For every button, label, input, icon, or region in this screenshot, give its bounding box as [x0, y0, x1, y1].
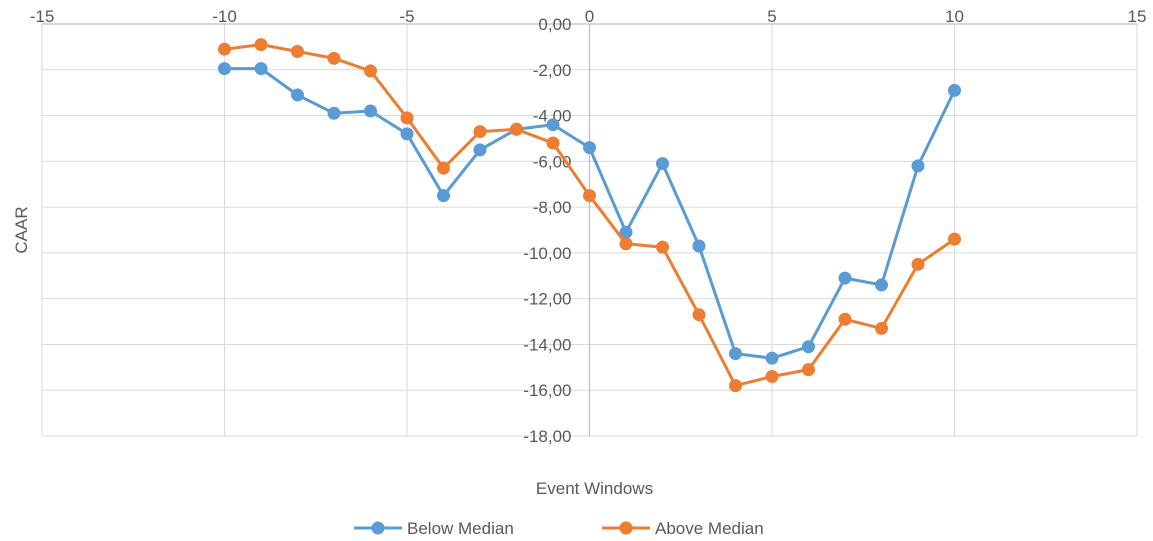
legend-label: Above Median	[655, 519, 764, 538]
data-point	[619, 237, 633, 251]
data-point	[546, 136, 560, 150]
x-tick-label: 10	[945, 7, 964, 26]
data-point	[364, 104, 377, 118]
data-point	[437, 161, 450, 175]
data-point	[729, 379, 742, 393]
data-point	[218, 62, 231, 76]
data-point	[838, 312, 852, 326]
x-tick-label: 5	[767, 7, 776, 26]
data-point	[437, 189, 450, 203]
data-point	[656, 157, 669, 171]
y-tick-label: -16,00	[523, 381, 571, 400]
data-point	[327, 51, 341, 65]
data-point	[838, 271, 852, 285]
x-tick-label: 0	[585, 7, 594, 26]
y-tick-label: -8,00	[533, 198, 572, 217]
data-point	[583, 141, 596, 155]
data-point	[948, 232, 961, 246]
data-point	[400, 127, 414, 141]
legend-marker	[371, 521, 385, 535]
data-point	[729, 347, 742, 361]
data-point	[583, 189, 596, 203]
data-point	[656, 240, 669, 254]
data-point	[692, 308, 706, 322]
data-point	[400, 111, 414, 125]
data-point	[875, 321, 888, 335]
data-point	[546, 118, 560, 132]
y-tick-labels: 0,00-2,00-4,00-6,00-8,00-10,00-12,00-14,…	[523, 15, 571, 446]
legend: Below Median Above Median	[354, 519, 764, 538]
data-point	[765, 369, 779, 383]
legend-item: Above Median	[602, 519, 764, 538]
data-point	[911, 159, 925, 173]
y-tick-label: 0,00	[538, 15, 571, 34]
data-point	[327, 106, 341, 120]
legend-marker	[619, 521, 633, 535]
y-tick-label: -4,00	[533, 107, 572, 126]
axes	[42, 23, 1137, 436]
data-point	[802, 363, 815, 377]
y-tick-label: -12,00	[523, 290, 571, 309]
y-tick-label: -10,00	[523, 244, 571, 263]
x-tick-label: -10	[212, 7, 237, 26]
data-point	[254, 38, 268, 52]
x-axis-label: Event Windows	[536, 479, 653, 498]
y-tick-label: -18,00	[523, 427, 571, 446]
legend-item: Below Median	[354, 519, 514, 538]
data-point	[510, 122, 523, 136]
data-point	[875, 278, 888, 292]
data-point	[473, 143, 487, 157]
data-point	[911, 257, 925, 271]
legend-label: Below Median	[407, 519, 514, 538]
data-point	[473, 125, 487, 139]
data-point	[765, 351, 779, 365]
data-point	[802, 340, 815, 354]
series-layer	[218, 38, 961, 393]
data-point	[218, 42, 231, 56]
series-2	[218, 38, 961, 393]
data-point	[254, 62, 268, 76]
data-point	[291, 88, 304, 102]
data-point	[948, 83, 961, 97]
data-point	[619, 225, 633, 239]
x-tick-label: 15	[1128, 7, 1147, 26]
data-point	[692, 239, 706, 253]
y-tick-label: -2,00	[533, 61, 572, 80]
x-tick-label: -15	[30, 7, 55, 26]
x-tick-labels: -15 -10 -5 0 5 10 15	[30, 7, 1147, 26]
y-axis-label: CAAR	[12, 206, 31, 253]
data-point	[364, 64, 377, 78]
x-tick-label: -5	[399, 7, 414, 26]
data-point	[291, 44, 304, 58]
y-tick-label: -14,00	[523, 335, 571, 354]
